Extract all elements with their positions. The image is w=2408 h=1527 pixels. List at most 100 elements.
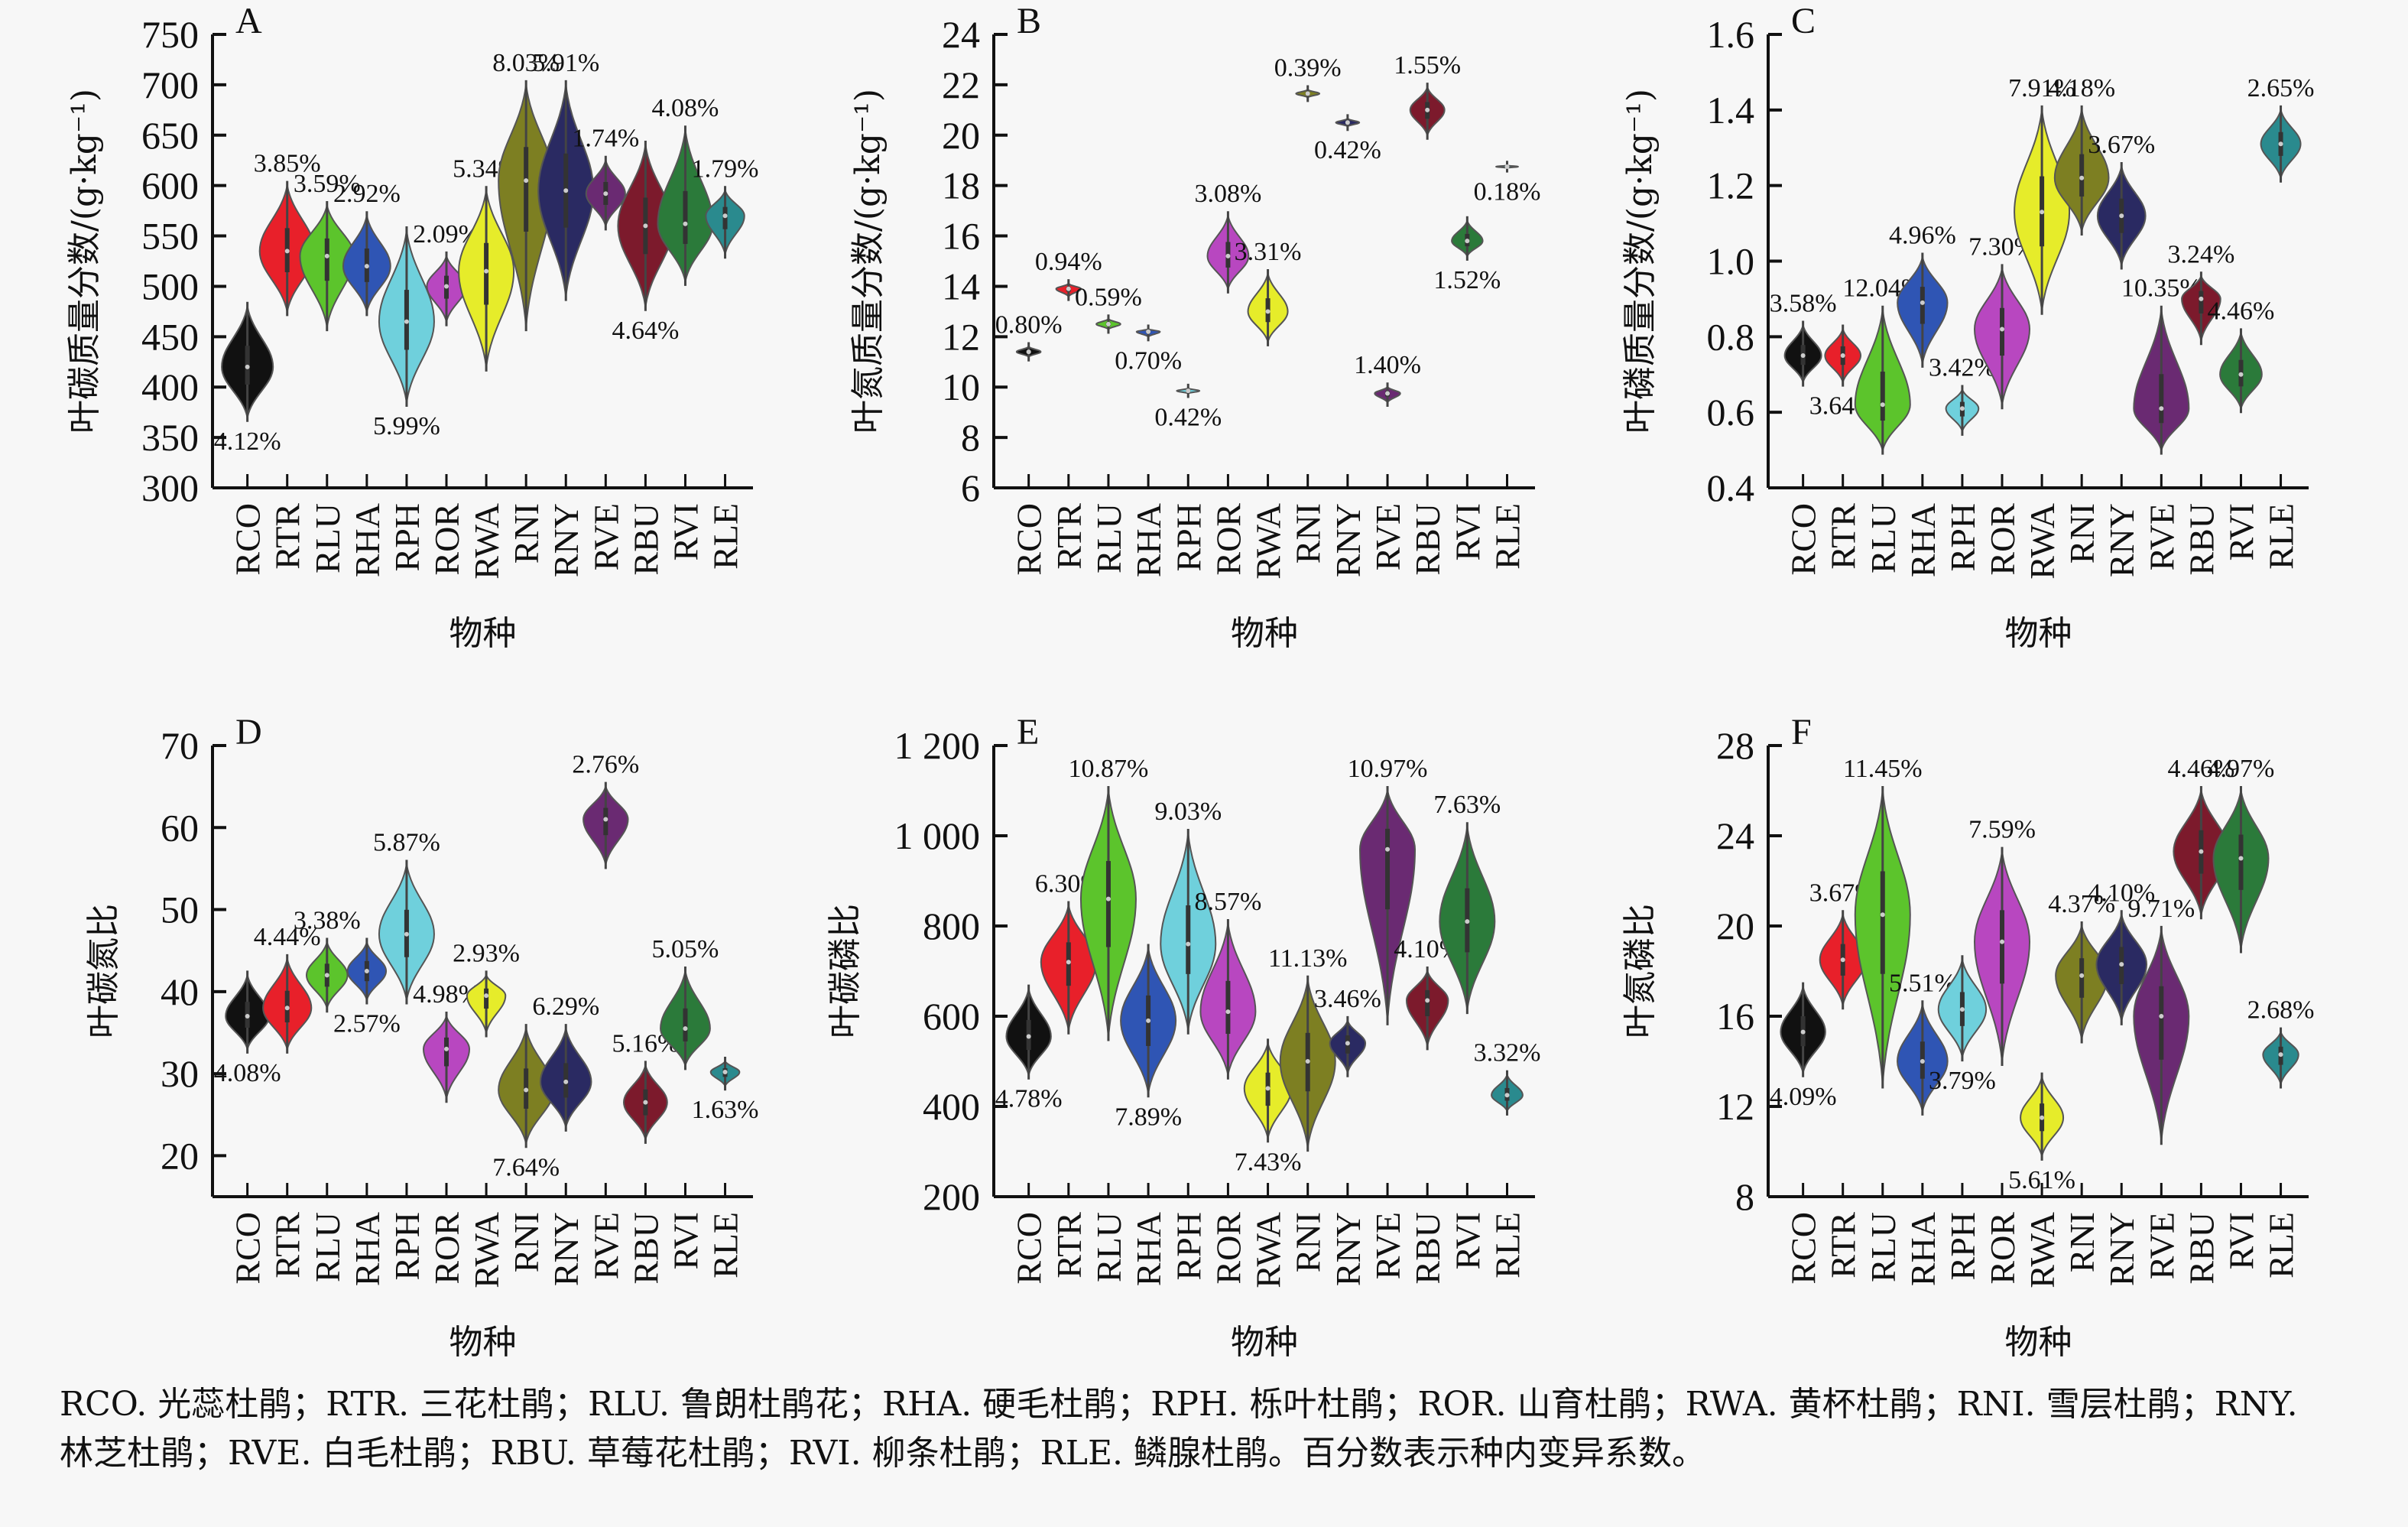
cv-label: 2.57% <box>333 1010 401 1038</box>
y-tick-label: 14 <box>942 265 980 307</box>
x-tick-label: RLU <box>1864 1212 1903 1282</box>
cv-label: 2.76% <box>572 751 639 779</box>
cv-label: 1.55% <box>1394 51 1461 80</box>
x-tick-label: RLU <box>308 503 347 573</box>
x-tick-label: RCO <box>1010 503 1049 576</box>
cv-label: 3.31% <box>1235 238 1302 266</box>
y-tick-label: 600 <box>141 164 199 207</box>
violin-median <box>2000 327 2005 332</box>
cv-label: 8.57% <box>1195 888 1262 916</box>
y-tick-label: 650 <box>141 114 199 157</box>
cv-label: 2.92% <box>333 180 401 208</box>
y-tick-label: 8 <box>1735 1175 1754 1218</box>
x-tick-label: RPH <box>1943 1212 1982 1280</box>
y-tick-label: 20 <box>161 1134 199 1177</box>
violin-median <box>1026 1034 1031 1039</box>
cv-label: 1.79% <box>692 154 759 183</box>
y-tick-label: 24 <box>1716 814 1754 857</box>
cv-label: 11.45% <box>1843 755 1923 783</box>
violin-median <box>2199 849 2204 854</box>
violin-iqr <box>1880 871 1885 974</box>
violin-iqr <box>324 238 329 281</box>
cv-label: 7.59% <box>1968 816 2036 844</box>
x-tick-label: RBU <box>1408 503 1447 576</box>
x-tick-label: RCO <box>1010 1212 1049 1285</box>
panel-letter: A <box>235 1 262 41</box>
x-tick-label: RLE <box>706 1212 745 1278</box>
violin-median <box>484 993 489 999</box>
cv-label: 1.40% <box>1354 351 1421 379</box>
violin-median <box>2238 856 2244 861</box>
cv-label: 11.13% <box>1268 944 1348 973</box>
figure-caption: RCO. 光蕊杜鹃；RTR. 三花杜鹃；RLU. 鲁朗杜鹃花；RHA. 硬毛杜鹃… <box>60 1385 2298 1473</box>
y-tick-label: 50 <box>161 889 199 931</box>
cv-label: 5.61% <box>2008 1166 2075 1194</box>
cv-label: 6.29% <box>532 993 599 1021</box>
violin-median <box>1465 919 1470 924</box>
cv-label: 0.42% <box>1154 403 1222 431</box>
cv-label: 4.09% <box>1770 1083 1837 1111</box>
x-tick-label: RNY <box>547 503 586 577</box>
panel-C: 0.4 0.6 0.8 1.0 1.2 1.4 1.6 C 叶磷质量分数/(g·kg⁻¹) 物种 R… <box>1621 1 2314 653</box>
cv-label: 4.08% <box>652 94 719 122</box>
x-tick-label: RTR <box>1824 1212 1863 1278</box>
cv-label: 10.97% <box>1348 755 1428 783</box>
y-tick-label: 200 <box>923 1175 980 1218</box>
violin-median <box>643 1100 648 1105</box>
x-tick-label: RBU <box>626 1212 665 1285</box>
y-tick-label: 18 <box>942 164 980 207</box>
cv-label: 1.63% <box>692 1096 759 1124</box>
violin-iqr <box>2238 834 2244 890</box>
violin-median <box>2079 973 2085 978</box>
y-tick-label: 1.0 <box>1707 240 1755 283</box>
y-tick-label: 30 <box>161 1052 199 1095</box>
y-tick-label: 450 <box>141 315 199 358</box>
violin-median <box>603 191 608 197</box>
violin-median <box>245 1014 250 1019</box>
violin-median <box>2238 372 2244 377</box>
violin-median <box>2159 406 2164 411</box>
cv-label: 4.46% <box>2208 297 2275 325</box>
violin-median <box>1385 846 1391 852</box>
x-tick-label: RPH <box>1169 503 1208 571</box>
cv-label: 4.12% <box>214 427 281 456</box>
y-tick-label: 12 <box>942 315 980 358</box>
x-tick-label: ROR <box>1209 1212 1248 1285</box>
violin-iqr <box>2159 374 2164 424</box>
violin-median <box>364 264 369 269</box>
x-tick-label: RVE <box>2142 1212 2181 1279</box>
cv-label: 3.58% <box>1770 290 1837 318</box>
violin-median <box>2040 210 2045 215</box>
violin-median <box>1800 353 1806 359</box>
violin-median <box>404 319 409 324</box>
cv-label: 0.42% <box>1314 136 1381 164</box>
x-tick-label: ROR <box>1983 1212 2022 1285</box>
violin-iqr <box>683 190 688 245</box>
violin-median <box>2199 296 2204 301</box>
x-tick-label: RVE <box>586 1212 625 1279</box>
cv-label: 1.74% <box>572 125 639 153</box>
x-tick-label: RLE <box>2262 503 2301 570</box>
violin-median <box>1305 1059 1310 1064</box>
y-tick-label: 600 <box>923 995 980 1038</box>
cv-label: 3.85% <box>254 150 321 178</box>
x-tick-label: ROR <box>1209 503 1248 576</box>
x-tick-label: RVI <box>1448 1212 1487 1270</box>
violin-median <box>1880 402 1885 408</box>
x-tick-label: RTR <box>268 1212 307 1278</box>
x-tick-label: RLE <box>2262 1212 2301 1278</box>
y-tick-label: 300 <box>141 466 199 509</box>
x-tick-label: RVE <box>2142 503 2181 570</box>
x-tick-label: RNI <box>2062 503 2101 564</box>
violin-median <box>524 178 529 184</box>
violin-iqr <box>1425 989 1430 1016</box>
violin-median <box>563 188 569 193</box>
violin-iqr <box>524 147 529 232</box>
y-tick-label: 750 <box>141 13 199 56</box>
panel-B: 6 8 10 12 14 16 18 20 22 24 B 叶氮质量分数/(g·kg⁻¹) 物种 RCO 0… <box>849 1 1540 653</box>
cv-label: 3.08% <box>1195 180 1262 208</box>
violin-iqr <box>484 988 489 1009</box>
x-tick-label: RLU <box>308 1212 347 1282</box>
x-axis-label: 物种 <box>2005 614 2072 653</box>
cv-label: 4.44% <box>254 923 321 951</box>
